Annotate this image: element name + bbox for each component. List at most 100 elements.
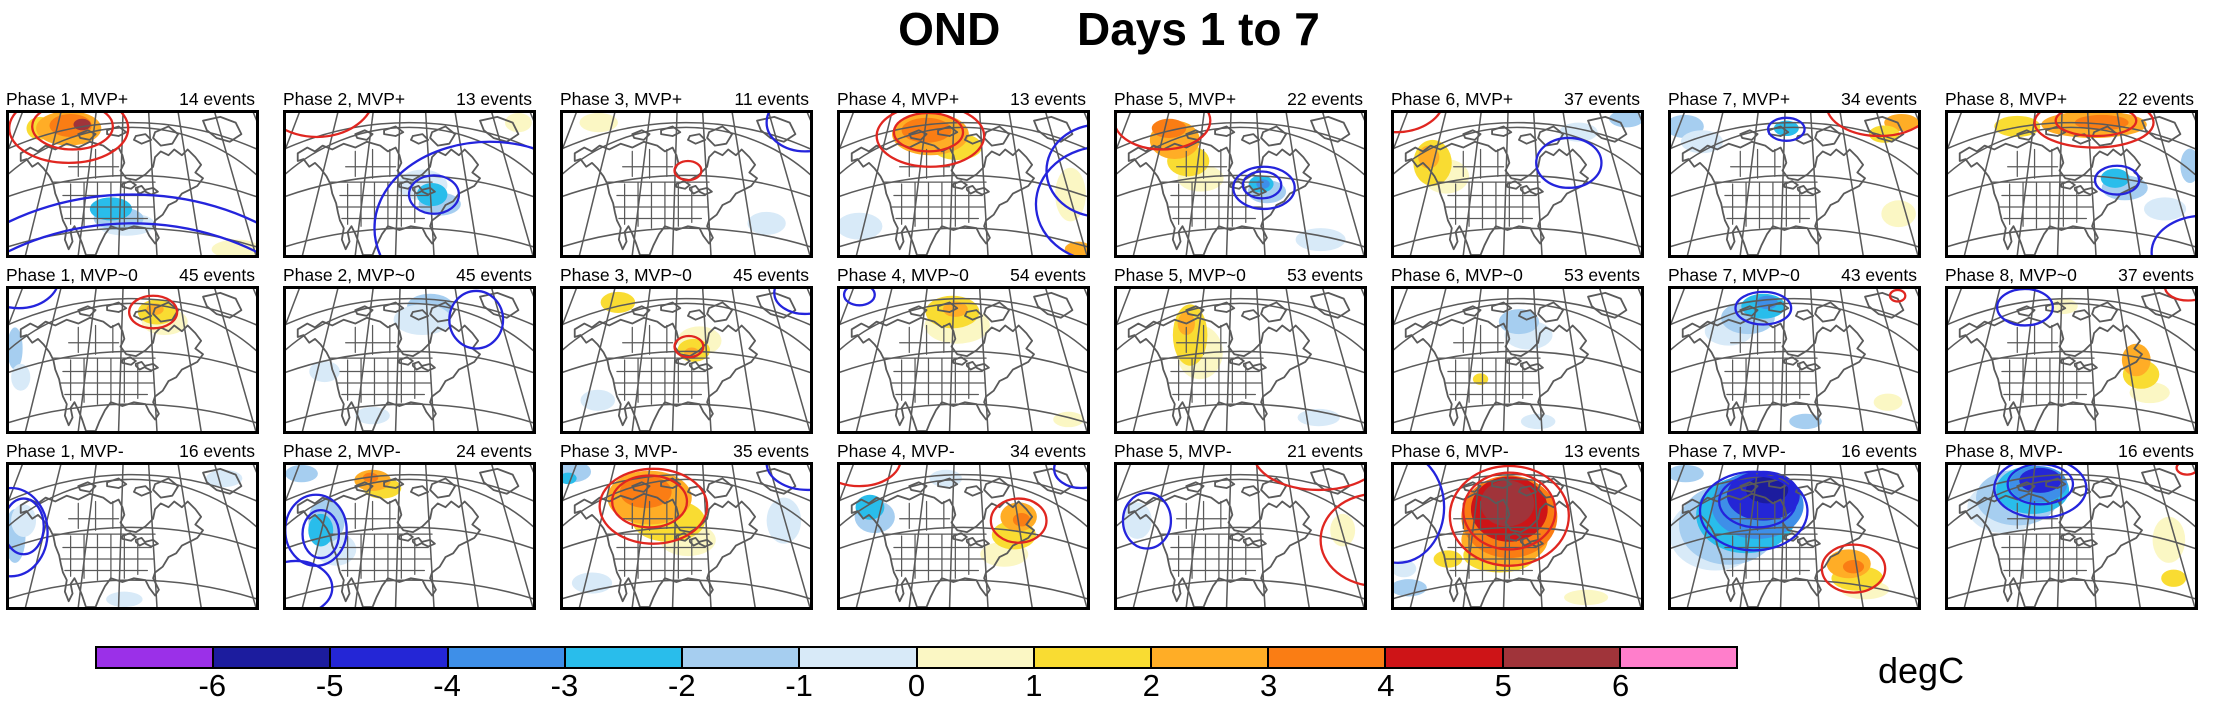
- map-panel: Phase 5, MVP- 21 events: [1114, 438, 1367, 610]
- panel-map: [1945, 462, 2198, 610]
- panel-event-count: 16 events: [2118, 441, 2194, 461]
- panel-header: Phase 5, MVP- 21 events: [1114, 438, 1367, 462]
- map-panel: Phase 6, MVP~0 53 events: [1391, 262, 1644, 434]
- map-panel: Phase 8, MVP+ 22 events: [1945, 86, 2198, 258]
- panel-event-count: 13 events: [1010, 89, 1086, 109]
- panel-event-count: 14 events: [179, 89, 255, 109]
- panel-header: Phase 6, MVP+ 37 events: [1391, 86, 1644, 110]
- colorbar-tick-label: 2: [1142, 668, 1160, 703]
- map-panel: Phase 1, MVP~0 45 events: [6, 262, 259, 434]
- panel-header: Phase 7, MVP- 16 events: [1668, 438, 1921, 462]
- panel-map: [560, 462, 813, 610]
- panel-map: [560, 286, 813, 434]
- panel-event-count: 54 events: [1010, 265, 1086, 285]
- panel-map: [837, 110, 1090, 258]
- map-panel: Phase 2, MVP- 24 events: [283, 438, 536, 610]
- panel-event-count: 45 events: [179, 265, 255, 285]
- panel-map: [1391, 462, 1644, 610]
- map-panel: Phase 2, MVP~0 45 events: [283, 262, 536, 434]
- panel-label: Phase 5, MVP~0: [1114, 265, 1246, 285]
- panel-label: Phase 7, MVP+: [1668, 89, 1791, 109]
- colorbar-unit-label: degC: [1878, 650, 1965, 691]
- panel-map: [837, 286, 1090, 434]
- colorbar-tick-label: 6: [1612, 668, 1630, 703]
- colorbar-segment: [329, 648, 447, 667]
- colorbar-segment: [681, 648, 799, 667]
- map-panel: Phase 8, MVP- 16 events: [1945, 438, 2198, 610]
- panel-map: [283, 462, 536, 610]
- panel-header: Phase 2, MVP- 24 events: [283, 438, 536, 462]
- panel-header: Phase 2, MVP+ 13 events: [283, 86, 536, 110]
- panel-event-count: 16 events: [179, 441, 255, 461]
- colorbar-tick-label: 5: [1494, 668, 1512, 703]
- panel-map: [560, 110, 813, 258]
- colorbar-tick-label: -4: [433, 668, 461, 703]
- map-panel: Phase 1, MVP+ 14 events: [6, 86, 259, 258]
- panel-header: Phase 5, MVP+ 22 events: [1114, 86, 1367, 110]
- panel-event-count: 53 events: [1564, 265, 1640, 285]
- panel-label: Phase 7, MVP-: [1668, 441, 1786, 461]
- panel-label: Phase 8, MVP-: [1945, 441, 2063, 461]
- colorbar: [95, 646, 1738, 669]
- panel-event-count: 37 events: [1564, 89, 1640, 109]
- panel-header: Phase 7, MVP+ 34 events: [1668, 86, 1921, 110]
- panel-header: Phase 8, MVP~0 37 events: [1945, 262, 2198, 286]
- map-panel: Phase 3, MVP+ 11 events: [560, 86, 813, 258]
- panel-map: [6, 462, 259, 610]
- colorbar-segment: [563, 648, 682, 667]
- panel-header: Phase 2, MVP~0 45 events: [283, 262, 536, 286]
- panel-map: [1114, 110, 1367, 258]
- panel-event-count: 24 events: [456, 441, 532, 461]
- panel-event-count: 22 events: [2118, 89, 2194, 109]
- panel-label: Phase 3, MVP~0: [560, 265, 692, 285]
- panel-header: Phase 7, MVP~0 43 events: [1668, 262, 1921, 286]
- colorbar-segment: [1267, 648, 1385, 667]
- panel-event-count: 45 events: [456, 265, 532, 285]
- panel-map: [1945, 286, 2198, 434]
- colorbar-tick-label: 0: [907, 668, 926, 703]
- figure-title: OND Days 1 to 7: [898, 3, 1320, 55]
- panel-map: [1391, 110, 1644, 258]
- panel-header: Phase 4, MVP- 34 events: [837, 438, 1090, 462]
- colorbar-tick-label: -2: [667, 668, 696, 703]
- panel-header: Phase 8, MVP- 16 events: [1945, 438, 2198, 462]
- panel-event-count: 34 events: [1841, 89, 1917, 109]
- panel-map: [1114, 462, 1367, 610]
- colorbar-ticks: -6 -5 -4 -3 -2 -1 0 1 2 3 4 5 6: [95, 668, 1738, 706]
- panel-event-count: 13 events: [1564, 441, 1640, 461]
- panel-label: Phase 6, MVP-: [1391, 441, 1509, 461]
- map-panel: Phase 5, MVP+ 22 events: [1114, 86, 1367, 258]
- colorbar-segment: [915, 648, 1033, 667]
- panel-label: Phase 3, MVP+: [560, 89, 683, 109]
- panel-label: Phase 5, MVP-: [1114, 441, 1232, 461]
- panel-header: Phase 5, MVP~0 53 events: [1114, 262, 1367, 286]
- panel-map: [1668, 286, 1921, 434]
- colorbar-segment: [798, 648, 916, 667]
- colorbar-tick-label: -3: [550, 668, 579, 703]
- colorbar-tick-label: 1: [1025, 668, 1043, 703]
- map-panel: Phase 6, MVP+ 37 events: [1391, 86, 1644, 258]
- panel-label: Phase 3, MVP-: [560, 441, 678, 461]
- panel-map: [283, 286, 536, 434]
- panel-event-count: 37 events: [2118, 265, 2194, 285]
- colorbar-segment: [1384, 648, 1502, 667]
- panel-event-count: 11 events: [734, 89, 809, 109]
- panel-event-count: 22 events: [1287, 89, 1363, 109]
- panel-label: Phase 6, MVP+: [1391, 89, 1514, 109]
- colorbar-tick-label: -5: [315, 668, 344, 703]
- colorbar-tick-label: 4: [1377, 668, 1395, 703]
- panel-label: Phase 8, MVP+: [1945, 89, 2068, 109]
- panel-map: [1945, 110, 2198, 258]
- map-panel: Phase 3, MVP- 35 events: [560, 438, 813, 610]
- panel-label: Phase 2, MVP-: [283, 441, 401, 461]
- colorbar-tick-label: -6: [198, 668, 227, 703]
- panel-header: Phase 1, MVP+ 14 events: [6, 86, 259, 110]
- colorbar-segment: [212, 648, 330, 667]
- panel-header: Phase 1, MVP~0 45 events: [6, 262, 259, 286]
- panel-label: Phase 2, MVP~0: [283, 265, 415, 285]
- panel-event-count: 16 events: [1841, 441, 1917, 461]
- panel-event-count: 45 events: [733, 265, 809, 285]
- panel-header: Phase 3, MVP~0 45 events: [560, 262, 813, 286]
- panel-label: Phase 1, MVP-: [6, 441, 124, 461]
- map-panel: Phase 4, MVP~0 54 events: [837, 262, 1090, 434]
